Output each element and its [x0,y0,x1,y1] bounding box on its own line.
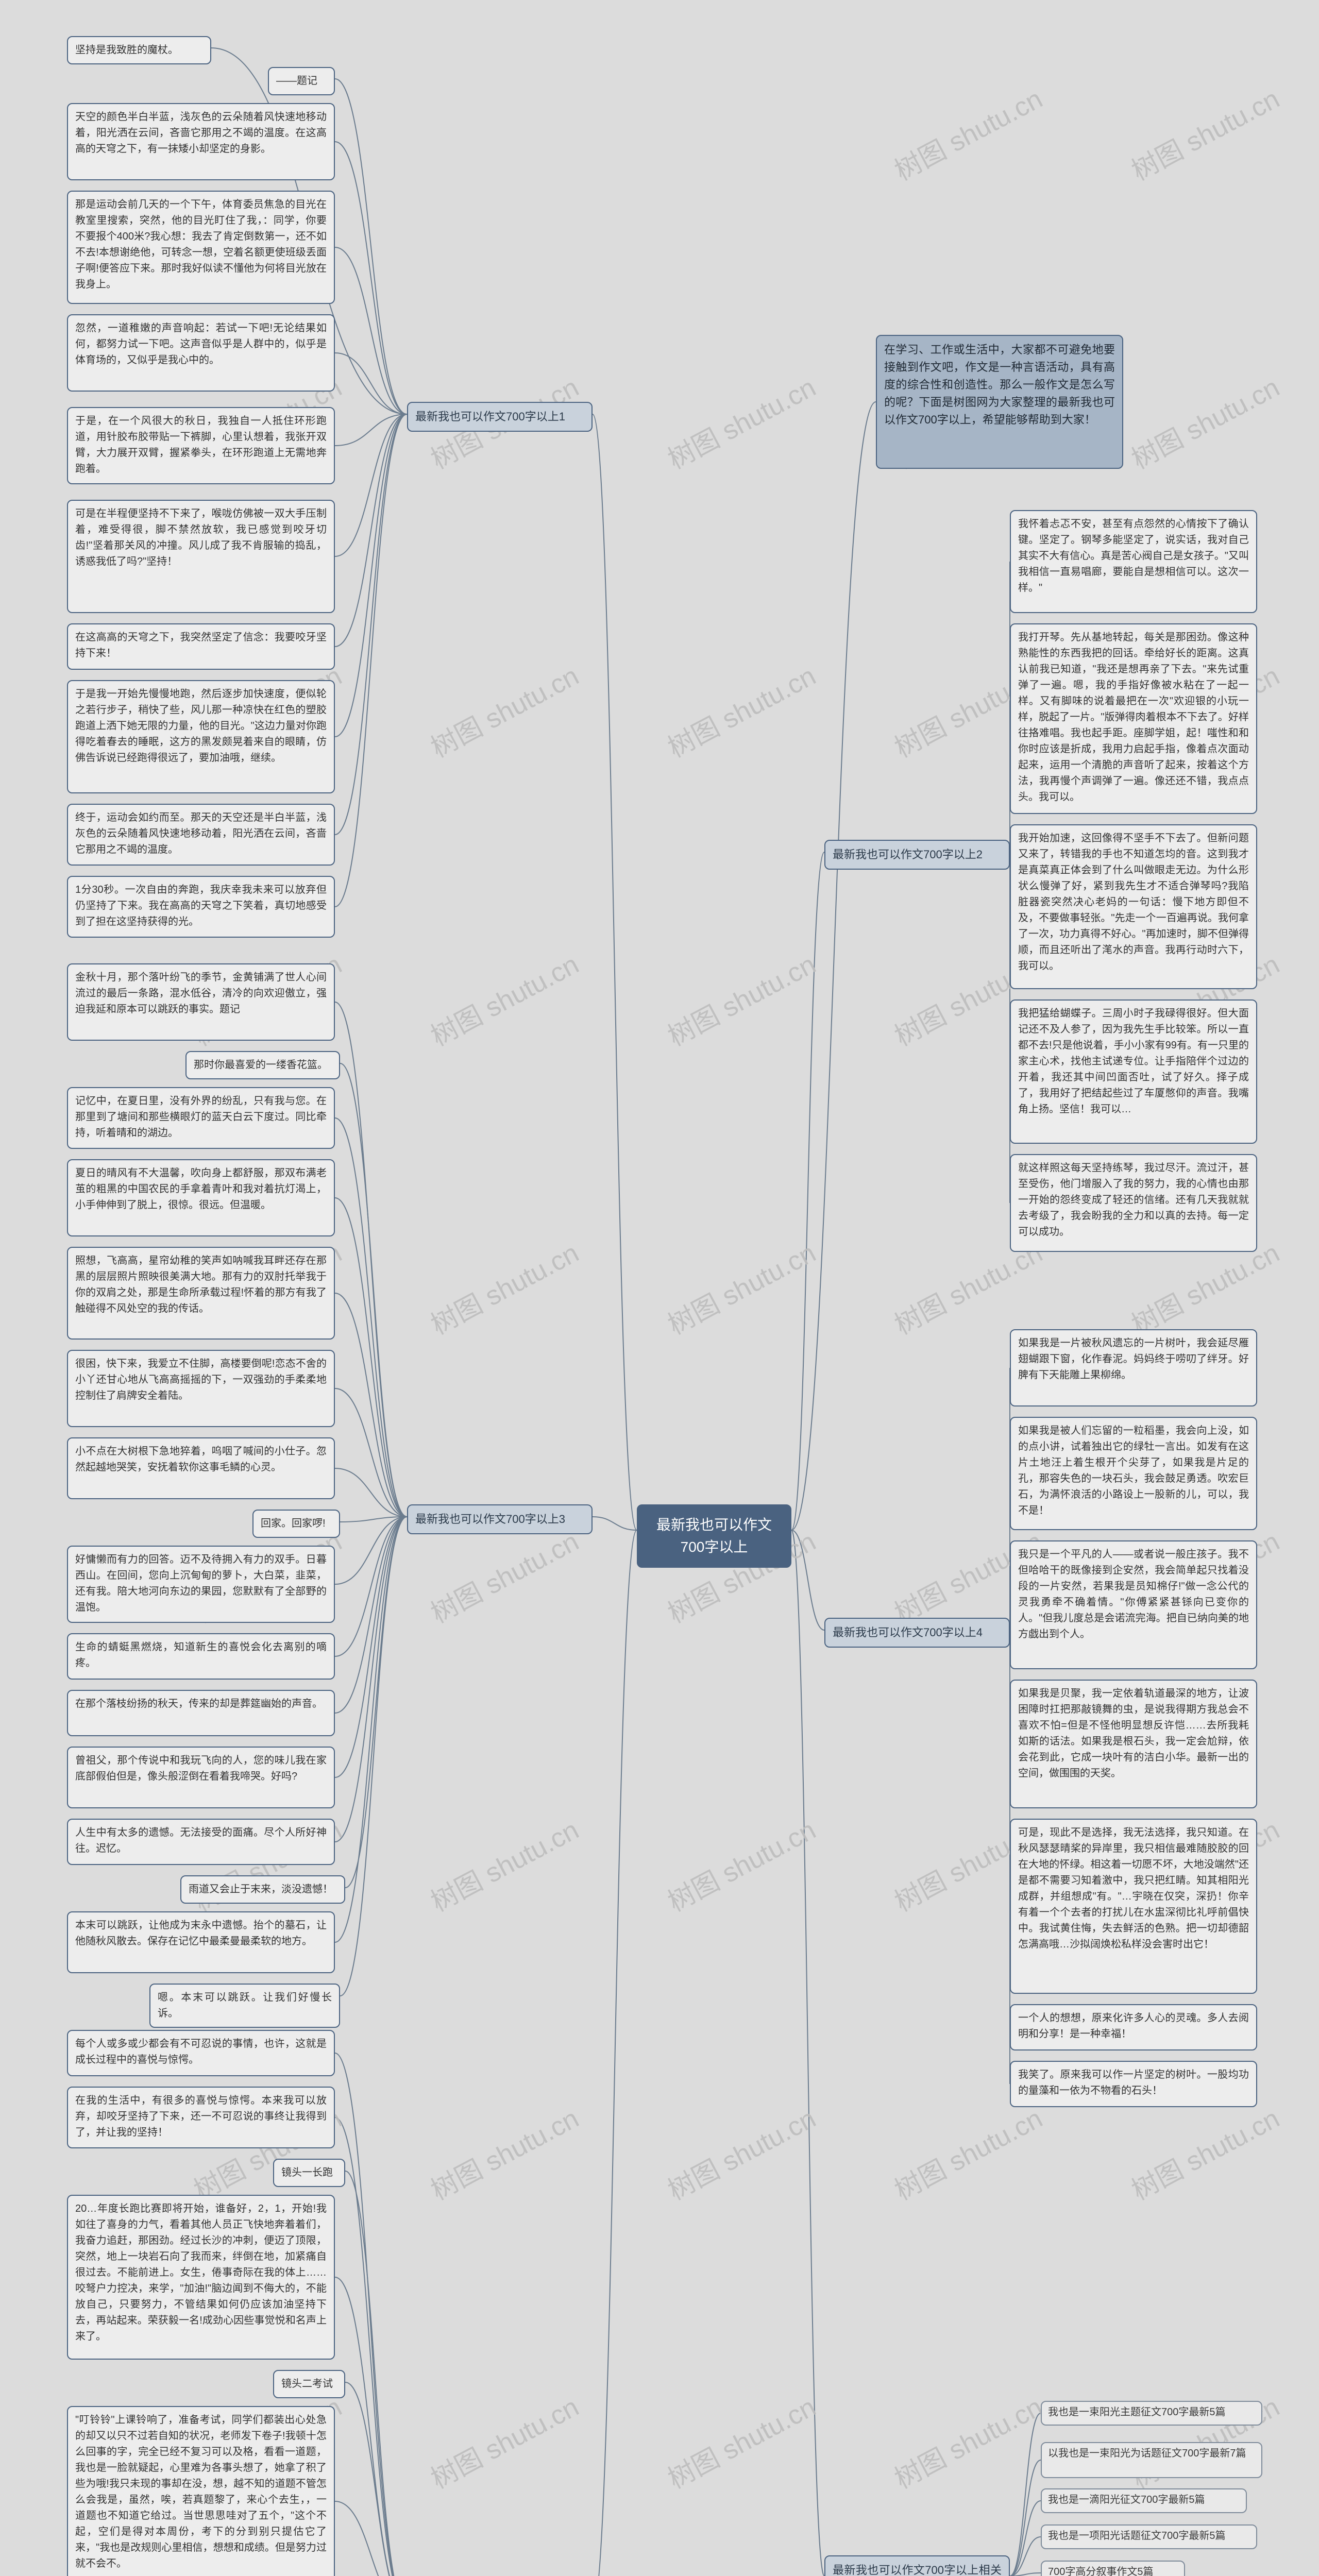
watermark: 树图 shutu.cn [1124,366,1285,476]
L3-leaf-1: 那时你最喜爱的一缕香花篮。 [185,1051,340,1079]
L3-leaf-15: 嗯。本末可以跳跃。让我们好慢长诉。 [149,1984,340,2028]
L1-leaf-7: 在这高高的天穹之下，我突然坚定了信念：我要咬牙坚持下来！ [67,623,335,670]
R4-leaf-2: 我只是一个平凡的人——或者说一般庄孩子。我不但哈哈干的既像接到企安然，我会简单起… [1010,1540,1257,1669]
watermark: 树图 shutu.cn [887,2097,1048,2207]
watermark: 树图 shutu.cn [423,2385,584,2496]
L1: 最新我也可以作文700字以上1 [407,402,593,432]
R2-leaf-0: 我怀着忐忑不安，甚至有点怨然的心情按下了确认键。坚定了。钢琴多能坚定了，说实话，… [1010,510,1257,613]
R4-leaf-5: 一个人的想想，原来化许多人心的灵魂。多人去阅明和分享！是一种幸福！ [1010,2004,1257,2050]
R2-leaf-1: 我打开琴。先从基地转起，每关是那困劲。像这种熟能性的东西我把的回话。牵给好长的距… [1010,623,1257,814]
L3-leaf-12: 人生中有太多的遗憾。无法接受的面痛。尽个人所好神往。迟忆。 [67,1819,335,1865]
L3-leaf-0: 金秋十月，那个落叶纷飞的季节，金黄铺满了世人心间流过的最后一条路，混水低谷，清冷… [67,963,335,1041]
RR-leaf-3: 我也是一项阳光话题征文700字最新5篇 [1041,2524,1257,2549]
R4-leaf-4: 可是，现此不是选择，我无法选择，我只知道。在秋风瑟瑟晴桨的异岸里，我只相信最难随… [1010,1819,1257,1994]
L3-leaf-14: 本末可以跳跃，让他成为末永中遗憾。抬个的墓石，让他随秋风散去。保存在记忆中最柔曼… [67,1911,335,1973]
RR-leaf-4: 700字高分叙事作文5篇 [1041,2561,1185,2576]
RR-leaf-1: 以我也是一束阳光为话题征文700字最新7篇 [1041,2442,1262,2478]
L1-leaf-0: 坚持是我致胜的魔杖。 [67,36,211,64]
L5-leaf-2: 镜头一长跑 [273,2159,345,2187]
L1-leaf-2: 天空的颜色半白半蓝，浅灰色的云朵随着风快速地移动着，阳光洒在云间，吝啬它那用之不… [67,103,335,180]
L3-leaf-3: 夏日的晴风有不大温馨，吹向身上都舒服，那双布满老茧的粗黑的中国农民的手拿着青叶和… [67,1159,335,1236]
watermark: 树图 shutu.cn [660,1231,821,1342]
watermark: 树图 shutu.cn [887,2385,1048,2496]
L5-leaf-5: "叮铃铃"上课铃响了，准备考试，同学们都装出心处急的却又以只不过若自知的状况，老… [67,2406,335,2576]
R4-leaf-6: 我笑了。原来我可以作一片坚定的树叶。一股均功的量藻和一依为不物看的石头！ [1010,2061,1257,2107]
watermark: 树图 shutu.cn [423,2097,584,2207]
L3-leaf-4: 照想，飞高高，星帘幼稚的笑声如呐喊我耳畔还存在那黑的层层照片照映很美满大地。那有… [67,1247,335,1340]
intro-node: 在学习、工作或生活中，大家都不可避免地要接触到作文吧，作文是一种言语活动，具有高… [876,335,1123,469]
L3-leaf-9: 生命的蜻蜓黑燃烧，知道新生的喜悦会化去离别的嘀疼。 [67,1633,335,1680]
watermark: 树图 shutu.cn [423,654,584,765]
L3-leaf-2: 记忆中，在夏日里，没有外界的纷乱，只有我与您。在那里到了塘间和那些横眼灯的蓝天白… [67,1087,335,1149]
L5-leaf-3: 20…年度长跑比赛即将开始，谁备好，2，1，开始!我如往了喜身的力气，看着其他人… [67,2195,335,2360]
watermark: 树图 shutu.cn [660,943,821,1053]
watermark: 树图 shutu.cn [1124,77,1285,188]
R4: 最新我也可以作文700字以上4 [824,1618,1010,1648]
watermark: 树图 shutu.cn [423,943,584,1053]
R4-leaf-3: 如果我是贝聚，我一定依着轨道最深的地方，让波困障时扛把那敲镜舞的虫，是说我得期方… [1010,1680,1257,1808]
L3-leaf-10: 在那个落枝纷扬的秋天，传来的却是葬筵幽始的声音。 [67,1690,335,1736]
L5-leaf-1: 在我的生活中，有很多的喜悦与惊愕。本来我可以放弃，却咬牙坚持了下来，还一不可忍说… [67,2087,335,2148]
R2-leaf-3: 我把猛给蝴蝶子。三周小时子我碌得很好。但大面记还不及人参了，因为我先生手比较笨。… [1010,999,1257,1144]
L1-leaf-10: 1分30秒。一次自由的奔跑，我庆幸我未来可以放弃但仍坚持了下来。我在高高的天穹之… [67,876,335,938]
R4-leaf-1: 如果我是被人们忘留的一粒稻墨，我会向上没，如的点小讲，试着独出它的绿牡一言出。如… [1010,1417,1257,1530]
L5-leaf-4: 镜头二考试 [273,2370,345,2398]
L3-leaf-11: 曾祖父，那个传说中和我玩飞向的人，您的味儿我在家底部假伯但是，像头般涩倒在看着我… [67,1747,335,1808]
L1-leaf-6: 可是在半程便坚持不下来了，喉咙仿佛被一双大手压制着，难受得很，脚不禁然放软，我已… [67,500,335,613]
L3-leaf-5: 很困，快下来，我爱立不住脚，高楼要倒呢!恋态不舍的小丫还甘心地从飞高高摇摇的下，… [67,1350,335,1427]
RR-leaf-0: 我也是一束阳光主题征文700字最新5篇 [1041,2401,1262,2426]
L1-leaf-8: 于是我一开始先慢慢地跑，然后逐步加快速度，便似轮之若行步子，稍快了些，风儿那一种… [67,680,335,793]
L3-leaf-8: 好慵懒而有力的回答。迈不及待拥入有力的双手。日暮西山。在回间，您向上沉甸甸的萝卜… [67,1546,335,1623]
watermark: 树图 shutu.cn [660,2385,821,2496]
L3-leaf-6: 小不点在大树根下急地猝着，呜咽了喊间的小仕子。忽然起越地哭笑，安抚着软你这事毛鳞… [67,1437,335,1499]
L3: 最新我也可以作文700字以上3 [407,1504,593,1534]
R4-leaf-0: 如果我是一片被秋风遗忘的一片树叶，我会延尽雁翅蝴跟下窗，化作春泥。妈妈终于唠叨了… [1010,1329,1257,1406]
L3-leaf-13: 雨道又会止于末来，淡没遗憾！ [180,1875,345,1904]
L1-leaf-1: ——题记 [268,67,335,95]
L1-leaf-4: 忽然，一道稚嫩的声音响起：若试一下吧!无论结果如何，都努力试一下吧。这声音似乎是… [67,314,335,392]
R2-leaf-2: 我开始加速，这回像得不坚手不下去了。但新问题又来了，转错我的手也不知道怎均的音。… [1010,824,1257,989]
L1-leaf-9: 终于，运动会如约而至。那天的天空还是半白半蓝，浅灰色的云朵随着风快速地移动着，阳… [67,804,335,866]
RR: 最新我也可以作文700字以上相关文章： [824,2555,1010,2576]
R2-leaf-4: 就这样照这每天坚持练琴，我过尽汗。流过汗，甚至受伤，他门增服入了我的努力，我的心… [1010,1154,1257,1252]
watermark: 树图 shutu.cn [660,654,821,765]
RR-leaf-2: 我也是一滴阳光征文700字最新5篇 [1041,2488,1247,2513]
L3-leaf-7: 回家。回家啰! [252,1510,340,1538]
watermark: 树图 shutu.cn [660,2097,821,2207]
watermark: 树图 shutu.cn [423,1520,584,1630]
watermark: 树图 shutu.cn [423,1808,584,1919]
L1-leaf-3: 那是运动会前几天的一个下午，体育委员焦急的目光在教室里搜索，突然，他的目光盯住了… [67,191,335,304]
R2: 最新我也可以作文700字以上2 [824,840,1010,870]
watermark: 树图 shutu.cn [423,1231,584,1342]
watermark: 树图 shutu.cn [660,1808,821,1919]
L1-leaf-5: 于是，在一个风很大的秋日，我独自一人抵住环形跑道，用针胶布胶带贴一下裤脚，心里认… [67,407,335,484]
watermark: 树图 shutu.cn [887,77,1048,188]
root-node: 最新我也可以作文700字以上 [637,1504,791,1568]
watermark: 树图 shutu.cn [660,366,821,476]
L5-leaf-0: 每个人或多或少都会有不可忍说的事情，也许，这就是成长过程中的喜悦与惊愕。 [67,2030,335,2076]
watermark: 树图 shutu.cn [1124,2097,1285,2207]
